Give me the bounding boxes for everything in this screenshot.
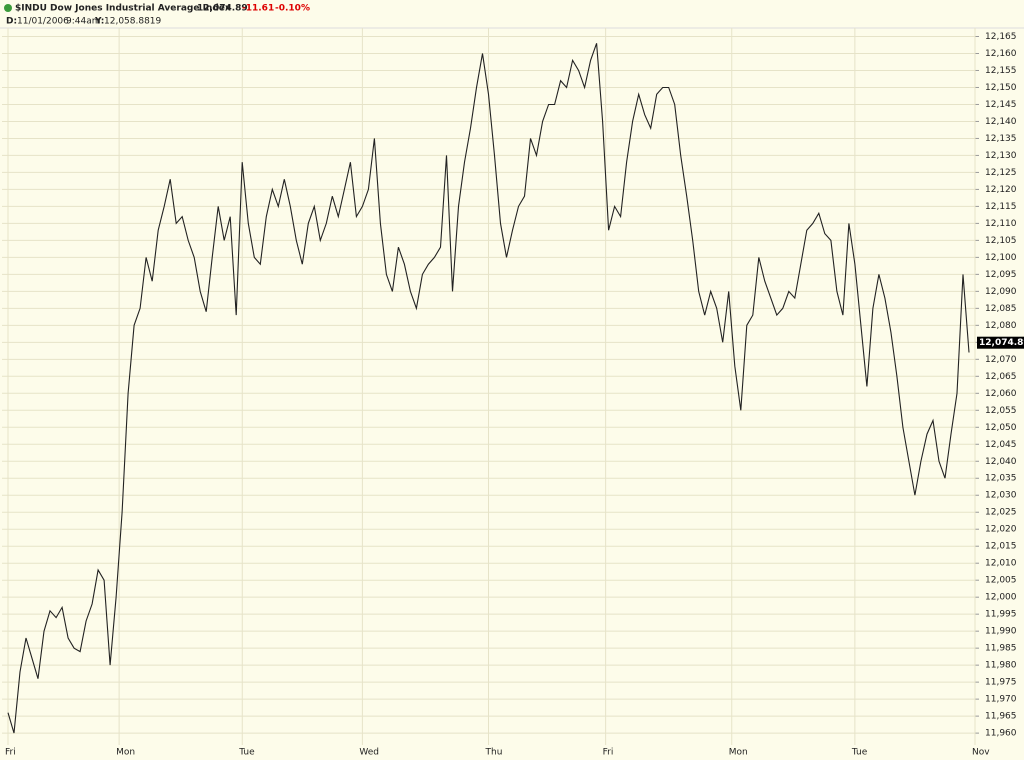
y-tick-label: 12,050 bbox=[985, 423, 1017, 433]
y-tick-label: 12,070 bbox=[985, 355, 1017, 365]
x-tick-label: Fri bbox=[5, 748, 16, 758]
y-tick-label: 12,010 bbox=[985, 559, 1017, 569]
x-tick-label: Thu bbox=[485, 748, 503, 758]
y-tick-label: 12,045 bbox=[985, 440, 1017, 450]
y-tick-label: 12,025 bbox=[985, 508, 1017, 518]
x-tick-label: Fri bbox=[603, 748, 614, 758]
y-tick-label: 12,065 bbox=[985, 372, 1017, 382]
y-tick-label: 12,090 bbox=[985, 287, 1017, 297]
y-tick-label: 12,035 bbox=[985, 474, 1017, 484]
y-tick-label: 12,145 bbox=[985, 100, 1017, 110]
y-tick-label: 12,160 bbox=[985, 49, 1017, 59]
x-tick-label: Mon bbox=[729, 748, 748, 758]
y-tick-label: 11,975 bbox=[985, 678, 1017, 688]
y-tick-label: 11,990 bbox=[985, 627, 1017, 637]
y-tick-label: 12,015 bbox=[985, 542, 1017, 552]
y-tick-label: 11,985 bbox=[985, 644, 1017, 654]
x-tick-label: Mon bbox=[116, 748, 135, 758]
y-tick-label: 12,120 bbox=[985, 185, 1017, 195]
y-tick-label: 12,095 bbox=[985, 270, 1017, 280]
price-line bbox=[7, 43, 970, 734]
y-tick-label: 12,080 bbox=[985, 321, 1017, 331]
y-tick-label: 12,100 bbox=[985, 253, 1017, 263]
x-tick-label: Nov bbox=[972, 748, 990, 758]
y-tick-label: 12,110 bbox=[985, 219, 1017, 229]
chart-title: $INDU Dow Jones Industrial Average Index bbox=[15, 4, 231, 14]
x-tick-label: Tue bbox=[851, 748, 868, 758]
date: 11/01/2006 bbox=[17, 17, 69, 27]
y-tick-label: 11,970 bbox=[985, 695, 1017, 705]
y-tick-label: 12,135 bbox=[985, 134, 1017, 144]
price-change: -11.61 bbox=[242, 4, 274, 14]
date-label: D: bbox=[6, 17, 17, 27]
y-tick-label: 12,165 bbox=[985, 32, 1017, 42]
status-icon bbox=[4, 4, 12, 12]
y-tick-label: 11,995 bbox=[985, 610, 1017, 620]
y-tick-label: 12,105 bbox=[985, 236, 1017, 246]
y-tick-label: 12,020 bbox=[985, 525, 1017, 535]
y-tick-label: 11,960 bbox=[985, 729, 1017, 739]
x-tick-label: Tue bbox=[238, 748, 255, 758]
y-tick-label: 12,150 bbox=[985, 83, 1017, 93]
y-label: Y: bbox=[94, 17, 104, 27]
y-tick-label: 12,040 bbox=[985, 457, 1017, 467]
last-price: 12,074.89 bbox=[197, 4, 248, 14]
y-tick-label: 12,000 bbox=[985, 593, 1017, 603]
y-value: 12,058.8819 bbox=[104, 17, 162, 27]
y-tick-label: 11,980 bbox=[985, 661, 1017, 671]
x-tick-label: Wed bbox=[359, 748, 379, 758]
y-tick-label: 12,005 bbox=[985, 576, 1017, 586]
y-tick-label: 11,965 bbox=[985, 712, 1017, 722]
last-price-tag bbox=[977, 336, 1024, 349]
last-price-label: 12,074.89 bbox=[979, 338, 1024, 348]
header-bg bbox=[0, 0, 1024, 28]
y-tick-label: 12,125 bbox=[985, 168, 1017, 178]
time: 9:44am bbox=[66, 17, 101, 27]
y-tick-label: 12,030 bbox=[985, 491, 1017, 501]
percent-change: -0.10% bbox=[275, 4, 310, 14]
y-tick-label: 12,085 bbox=[985, 304, 1017, 314]
y-tick-label: 12,140 bbox=[985, 117, 1017, 127]
y-tick-label: 12,055 bbox=[985, 406, 1017, 416]
y-tick-label: 12,130 bbox=[985, 151, 1017, 161]
y-tick-label: 12,060 bbox=[985, 389, 1017, 399]
y-tick-label: 12,115 bbox=[985, 202, 1017, 212]
y-tick-label: 12,155 bbox=[985, 66, 1017, 76]
